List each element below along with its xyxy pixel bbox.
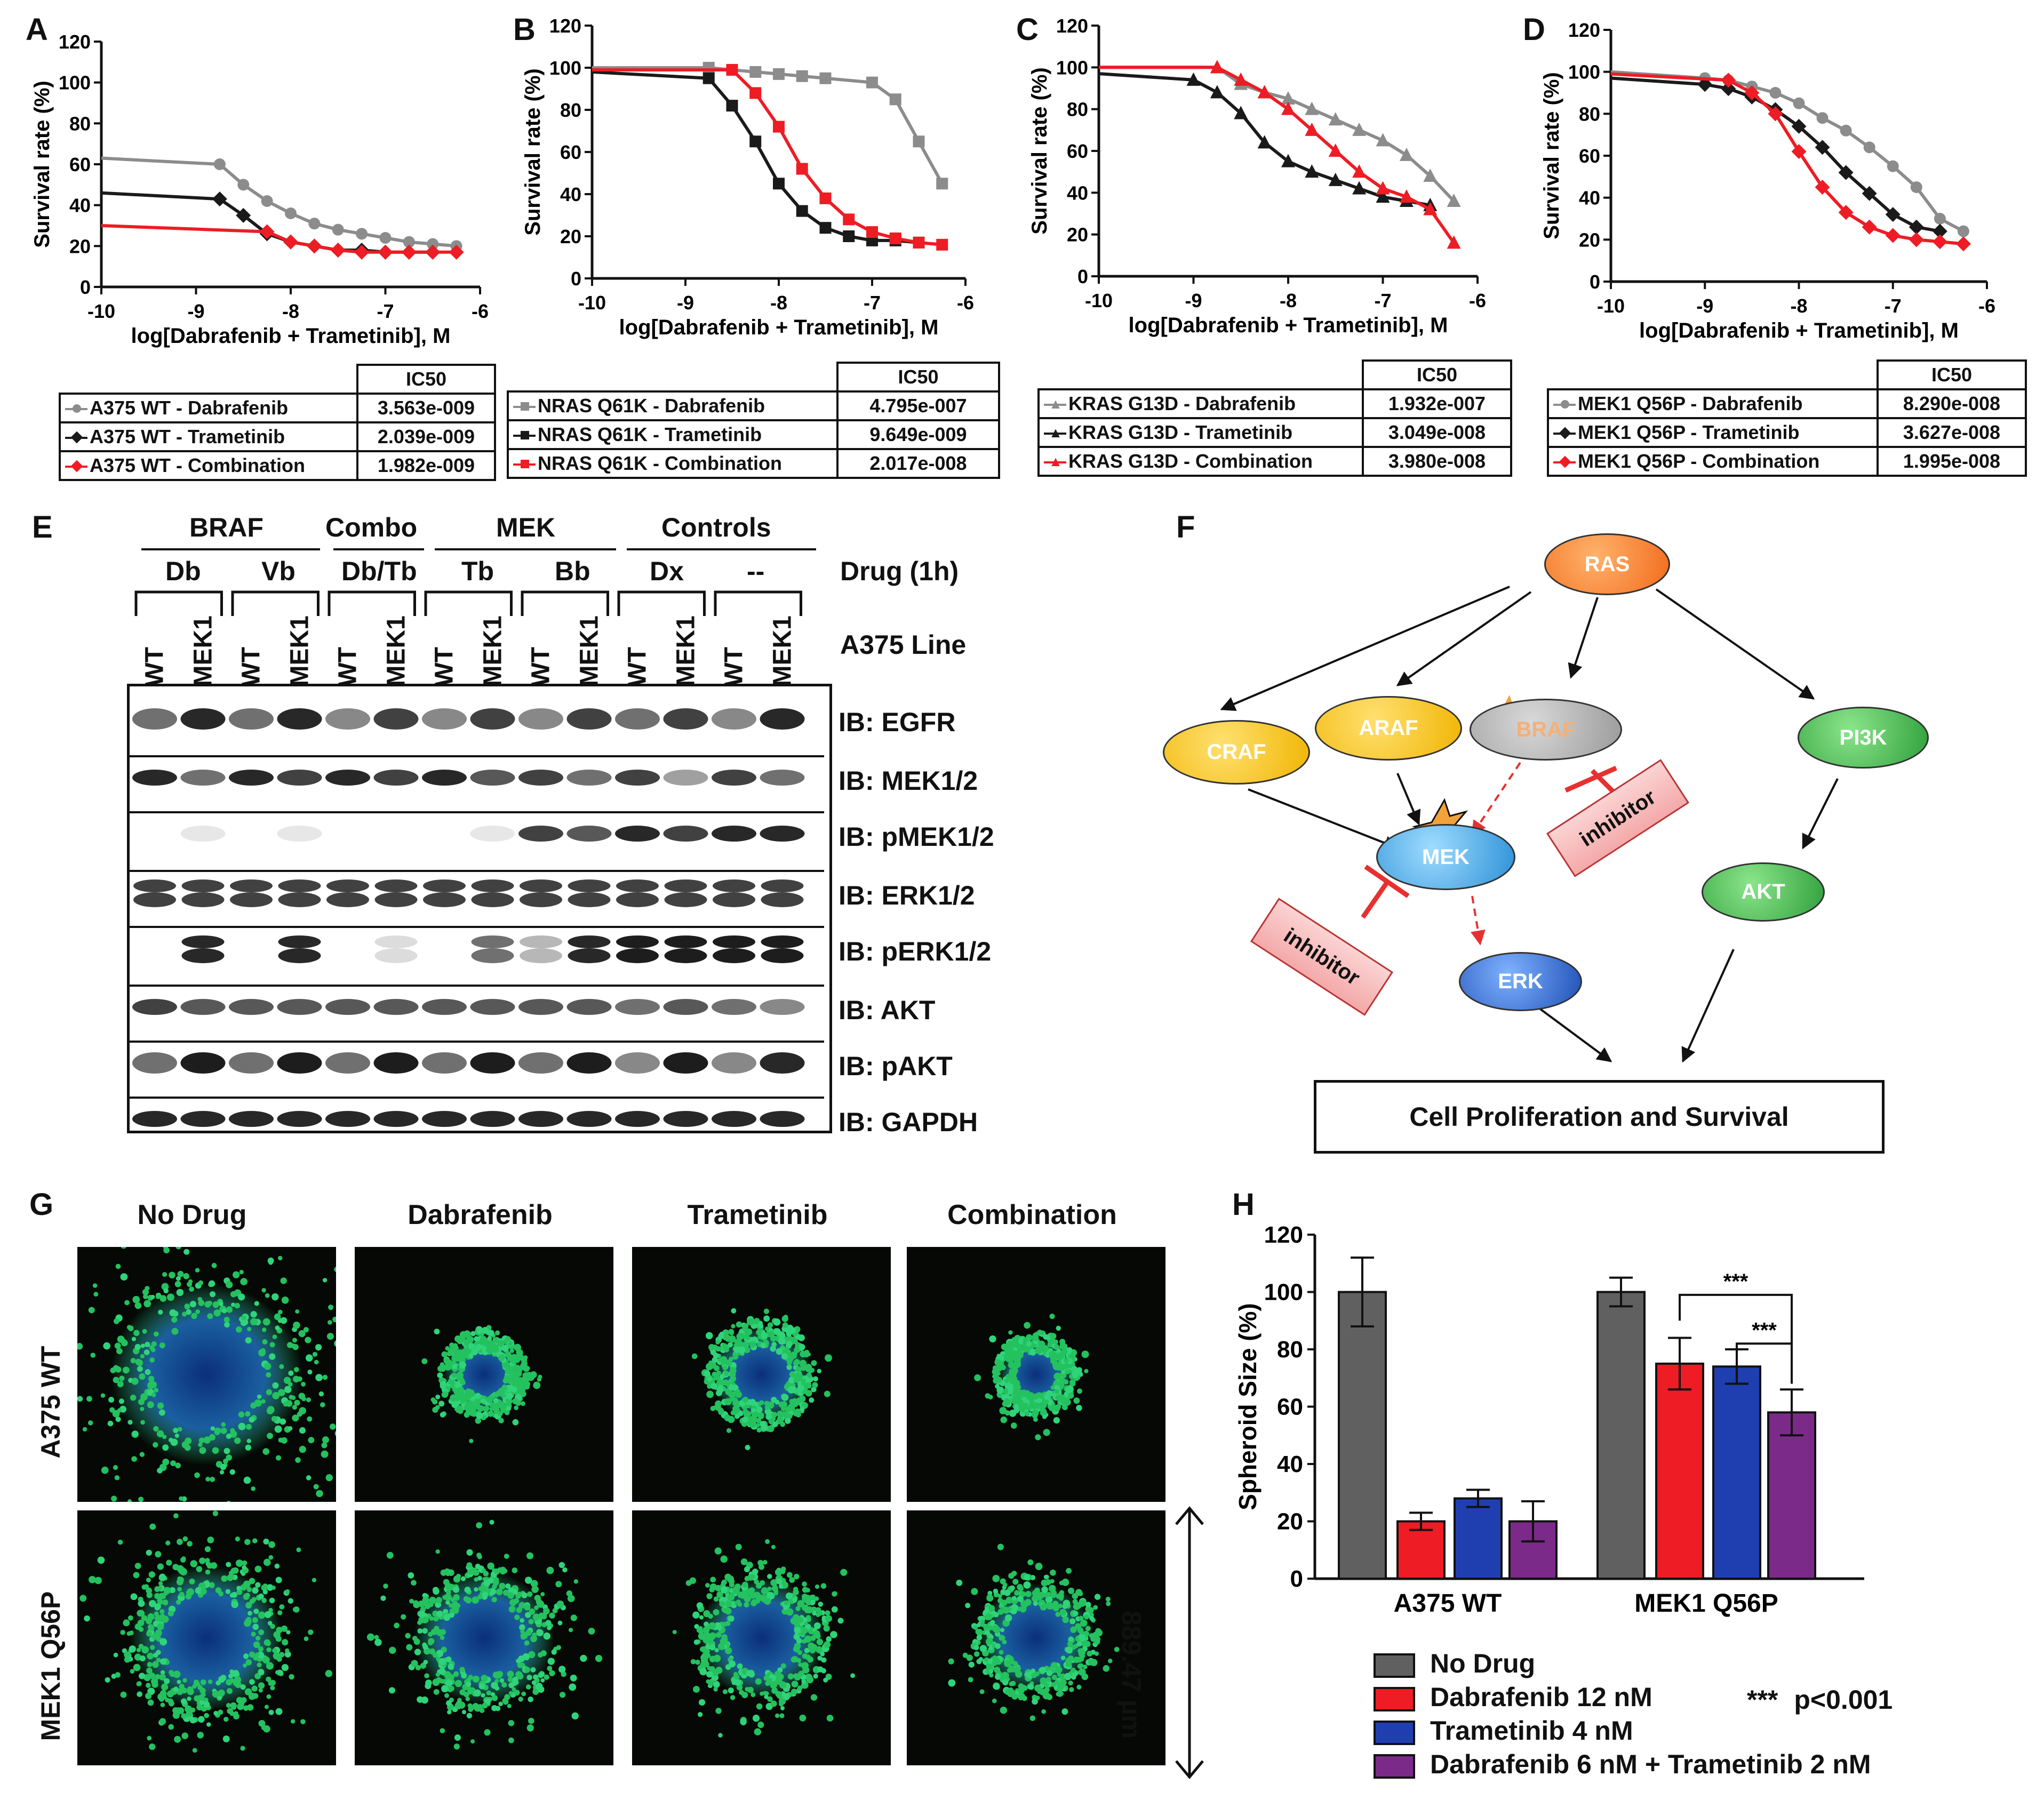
araf-node: ARAF — [1315, 696, 1462, 761]
akt-node: AKT — [1702, 862, 1825, 922]
y-axis-label: Spheroid Size (%) — [1234, 1303, 1261, 1510]
y-tick-label: 100 — [1264, 1279, 1303, 1306]
col-label-combination: Combination — [907, 1199, 1157, 1231]
col-label-dabrafenib: Dabrafenib — [355, 1199, 605, 1231]
legend-item: Trametinib 4 nM — [1374, 1715, 1633, 1746]
y-tick-label: 80 — [1277, 1337, 1303, 1363]
spheroid-image — [632, 1510, 891, 1765]
y-tick-label: 40 — [1277, 1451, 1303, 1477]
spheroid-image — [355, 1247, 613, 1502]
y-tick-label: 0 — [1290, 1566, 1303, 1592]
erk-node: ERK — [1459, 952, 1582, 1011]
pi3k-node: PI3K — [1798, 707, 1929, 769]
category-label: MEK1 Q56P — [1634, 1589, 1778, 1618]
spheroid-render — [77, 1510, 336, 1765]
row-label-a375-wt: A375 WT — [35, 1301, 66, 1503]
spheroid-render — [77, 1247, 336, 1502]
spheroid-image — [355, 1510, 613, 1765]
mek-node: MEK — [1376, 824, 1515, 890]
spheroid-image — [77, 1247, 336, 1502]
y-tick-label: 60 — [1277, 1394, 1303, 1420]
legend-item: Dabrafenib 12 nM — [1374, 1682, 1652, 1713]
spheroid-render — [355, 1510, 613, 1765]
pathway-arrows — [0, 0, 2044, 1173]
col-label-no-drug: No Drug — [80, 1199, 304, 1231]
bar — [1598, 1292, 1644, 1579]
bar — [1455, 1499, 1502, 1579]
spheroid-image — [632, 1247, 891, 1502]
bar — [1656, 1364, 1703, 1579]
ras-node: RAS — [1544, 533, 1670, 595]
braf-node: BRAF — [1470, 699, 1622, 761]
y-tick-label: 120 — [1264, 1222, 1303, 1248]
legend-item: Dabrafenib 6 nM + Trametinib 2 nM — [1374, 1749, 1871, 1780]
legend-item: No Drug — [1374, 1648, 1535, 1679]
y-tick-label: 20 — [1277, 1509, 1303, 1535]
panel-label-g: G — [29, 1187, 53, 1222]
spheroid-image — [907, 1247, 1165, 1502]
significance-stars: *** — [1752, 1318, 1777, 1342]
bar — [1339, 1292, 1386, 1579]
category-label: A375 WT — [1394, 1589, 1502, 1618]
spheroid-bar-chart: 0 20 40 60 80 100 120 Spheroid Size (%) A375 WT M… — [1227, 1205, 2038, 1643]
spheroid-render — [632, 1510, 891, 1765]
spheroid-render — [907, 1247, 1165, 1502]
col-label-trametinib: Trametinib — [632, 1199, 883, 1231]
scale-bar — [1171, 1504, 1208, 1781]
outcome-box: Cell Proliferation and Survival — [1314, 1080, 1885, 1154]
craf-node: CRAF — [1163, 720, 1310, 785]
spheroid-render — [632, 1247, 891, 1502]
bar — [1768, 1412, 1815, 1579]
spheroid-image — [77, 1510, 336, 1765]
significance-note: ***p<0.001 — [1747, 1684, 1893, 1715]
spheroid-render — [355, 1247, 613, 1502]
bar — [1713, 1366, 1760, 1579]
scale-label: 889.47 µm — [1116, 1611, 1147, 1808]
row-label-mek1-q56p: MEK1 Q56P — [35, 1565, 66, 1767]
significance-stars: *** — [1723, 1270, 1748, 1293]
